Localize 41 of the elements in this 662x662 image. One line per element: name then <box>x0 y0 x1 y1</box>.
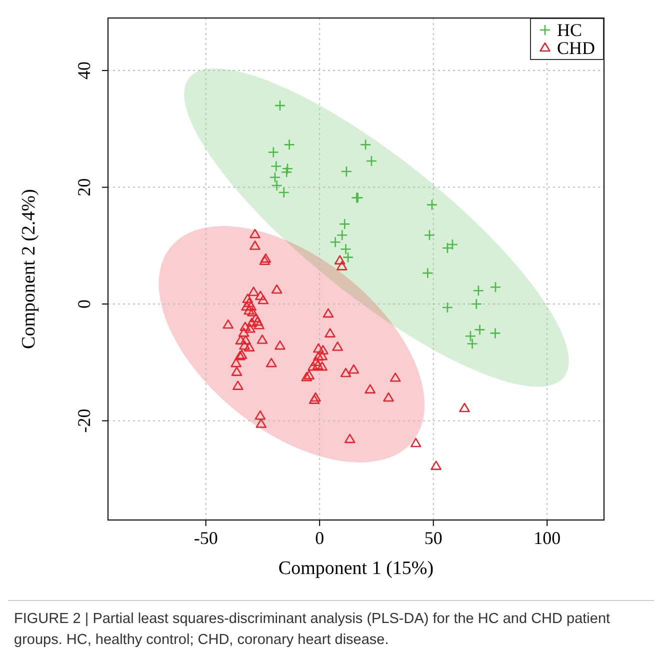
point <box>490 328 501 339</box>
y-tick-label: -20 <box>74 408 94 433</box>
x-tick-label: 0 <box>315 528 324 548</box>
point <box>366 155 378 167</box>
y-tick-label: 40 <box>74 62 94 80</box>
point <box>268 146 280 158</box>
x-tick-label: 100 <box>534 528 561 548</box>
y-tick-label: 0 <box>74 300 94 309</box>
point <box>338 218 350 230</box>
y-axis-title: Component 2 (2.4%) <box>18 189 40 349</box>
point <box>269 172 281 184</box>
point <box>274 100 286 112</box>
point <box>284 139 295 150</box>
point <box>280 166 292 178</box>
point <box>466 338 478 350</box>
point <box>340 244 352 255</box>
x-axis-title: Component 1 (15%) <box>278 558 434 579</box>
point <box>470 298 482 310</box>
point <box>426 199 438 210</box>
point <box>464 330 476 342</box>
y-tick-label: 20 <box>74 178 94 196</box>
point <box>336 229 348 241</box>
x-tick-label: 50 <box>424 528 442 548</box>
point <box>340 166 352 178</box>
point <box>422 267 434 279</box>
point <box>360 139 372 150</box>
point <box>442 302 454 314</box>
point <box>474 324 486 336</box>
point <box>282 162 294 174</box>
point <box>342 252 354 263</box>
legend-label: HC <box>556 20 582 40</box>
point <box>424 229 436 241</box>
point <box>446 238 458 250</box>
point <box>330 236 341 248</box>
legend-label: CHD <box>556 38 595 58</box>
point <box>472 284 484 296</box>
point <box>442 242 454 254</box>
point <box>490 281 502 293</box>
point <box>270 160 282 172</box>
x-tick-label: -50 <box>194 528 218 548</box>
caption: FIGURE 2 | Partial least squares-discriminant analysis (PLS-DA) for the HC and CHD patient groups. HC, healthy control; CHD, coronary heart disease. <box>14 610 612 650</box>
